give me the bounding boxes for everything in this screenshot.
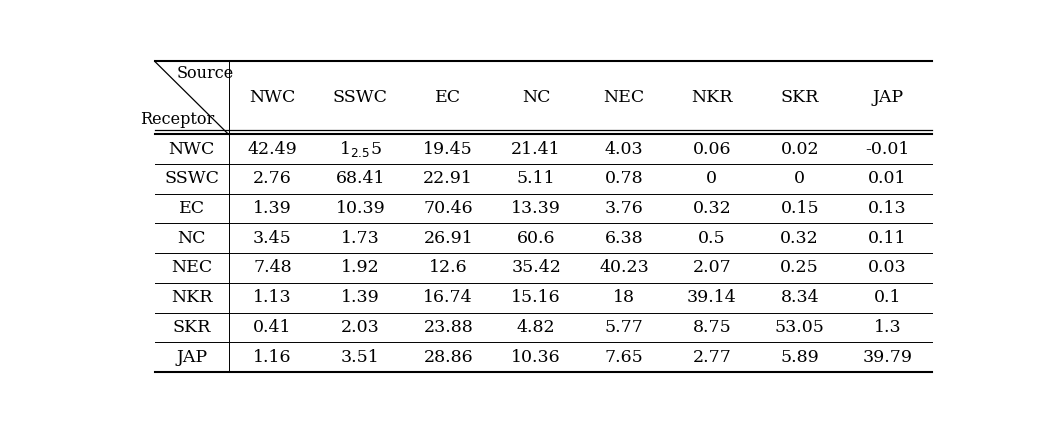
Text: 0.41: 0.41: [254, 319, 291, 336]
Text: EC: EC: [435, 89, 461, 106]
Text: NKR: NKR: [691, 89, 733, 106]
Text: 16.74: 16.74: [424, 289, 473, 306]
Text: NKR: NKR: [171, 289, 212, 306]
Text: 4.82: 4.82: [517, 319, 555, 336]
Text: 53.05: 53.05: [775, 319, 825, 336]
Text: NEC: NEC: [603, 89, 644, 106]
Text: 0.02: 0.02: [781, 141, 820, 158]
Text: NEC: NEC: [171, 260, 212, 276]
Text: 0.78: 0.78: [604, 170, 643, 187]
Text: 1.73: 1.73: [341, 230, 380, 247]
Text: 5.77: 5.77: [604, 319, 643, 336]
Text: 60.6: 60.6: [517, 230, 555, 247]
Text: SSWC: SSWC: [164, 170, 219, 187]
Text: 68.41: 68.41: [335, 170, 385, 187]
Text: 0.03: 0.03: [869, 260, 907, 276]
Text: NWC: NWC: [168, 141, 215, 158]
Text: JAP: JAP: [872, 89, 903, 106]
Text: 1.39: 1.39: [253, 200, 292, 217]
Text: 39.14: 39.14: [687, 289, 737, 306]
Text: 5.11: 5.11: [517, 170, 555, 187]
Text: 2.03: 2.03: [341, 319, 380, 336]
Text: 1.39: 1.39: [341, 289, 380, 306]
Text: 3.51: 3.51: [341, 348, 380, 366]
Text: SSWC: SSWC: [333, 89, 388, 106]
Text: 13.39: 13.39: [512, 200, 561, 217]
Text: 39.79: 39.79: [862, 348, 912, 366]
Text: 8.75: 8.75: [692, 319, 731, 336]
Text: Receptor: Receptor: [140, 111, 214, 128]
Text: 0.13: 0.13: [869, 200, 907, 217]
Text: 0.06: 0.06: [692, 141, 731, 158]
Text: 1.16: 1.16: [254, 348, 291, 366]
Text: 6.38: 6.38: [604, 230, 643, 247]
Text: 1.92: 1.92: [341, 260, 380, 276]
Text: NWC: NWC: [250, 89, 295, 106]
Text: 40.23: 40.23: [599, 260, 648, 276]
Text: 18: 18: [613, 289, 635, 306]
Text: $\mathregular{1}_{2.5}\mathregular{5}$: $\mathregular{1}_{2.5}\mathregular{5}$: [339, 139, 382, 159]
Text: 2.07: 2.07: [692, 260, 731, 276]
Text: 7.65: 7.65: [604, 348, 643, 366]
Text: 0.01: 0.01: [869, 170, 907, 187]
Text: 2.77: 2.77: [692, 348, 731, 366]
Text: 7.48: 7.48: [254, 260, 292, 276]
Text: 3.45: 3.45: [253, 230, 292, 247]
Text: 1.13: 1.13: [254, 289, 292, 306]
Text: JAP: JAP: [176, 348, 207, 366]
Text: SKR: SKR: [781, 89, 818, 106]
Text: 8.34: 8.34: [781, 289, 820, 306]
Text: 3.76: 3.76: [604, 200, 643, 217]
Text: 0.1: 0.1: [874, 289, 901, 306]
Text: 19.45: 19.45: [424, 141, 473, 158]
Text: 21.41: 21.41: [512, 141, 561, 158]
Text: EC: EC: [179, 200, 205, 217]
Text: 1.3: 1.3: [874, 319, 901, 336]
Text: 26.91: 26.91: [424, 230, 473, 247]
Text: Source: Source: [176, 65, 234, 82]
Text: 4.03: 4.03: [604, 141, 643, 158]
Text: 22.91: 22.91: [423, 170, 473, 187]
Text: -0.01: -0.01: [865, 141, 909, 158]
Text: 2.76: 2.76: [253, 170, 292, 187]
Text: NC: NC: [177, 230, 206, 247]
Text: 70.46: 70.46: [424, 200, 473, 217]
Text: 0.32: 0.32: [780, 230, 820, 247]
Text: 35.42: 35.42: [512, 260, 561, 276]
Text: 10.39: 10.39: [335, 200, 385, 217]
Text: 0.11: 0.11: [869, 230, 907, 247]
Text: 23.88: 23.88: [424, 319, 473, 336]
Text: 0.25: 0.25: [780, 260, 820, 276]
Text: 0: 0: [794, 170, 805, 187]
Text: 12.6: 12.6: [429, 260, 468, 276]
Text: 28.86: 28.86: [424, 348, 473, 366]
Text: 5.89: 5.89: [780, 348, 820, 366]
Text: 0.32: 0.32: [692, 200, 731, 217]
Text: 10.36: 10.36: [512, 348, 561, 366]
Text: SKR: SKR: [172, 319, 211, 336]
Text: 15.16: 15.16: [512, 289, 561, 306]
Text: 0.15: 0.15: [781, 200, 820, 217]
Text: 42.49: 42.49: [247, 141, 298, 158]
Text: NC: NC: [522, 89, 550, 106]
Text: 0.5: 0.5: [698, 230, 726, 247]
Text: 0: 0: [707, 170, 717, 187]
